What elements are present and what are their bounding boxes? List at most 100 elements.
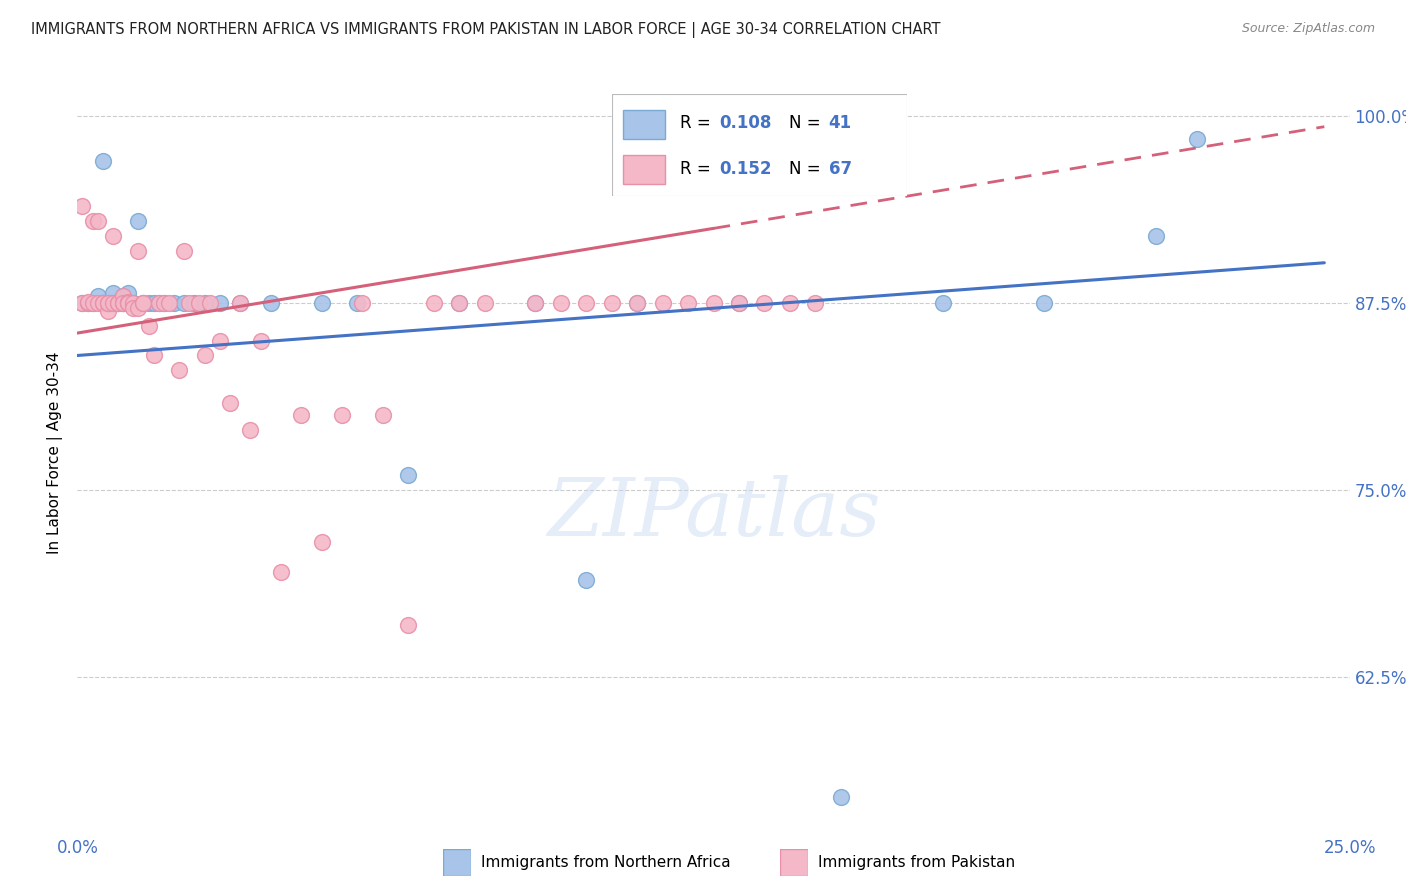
Point	[188, 296, 211, 310]
Point	[173, 296, 195, 310]
Point	[101, 285, 124, 300]
Text: R =: R =	[679, 160, 716, 178]
Bar	[623, 110, 665, 139]
Point	[112, 296, 135, 310]
Point	[311, 535, 333, 549]
Point	[122, 301, 145, 315]
Point	[346, 296, 368, 310]
Point	[107, 296, 129, 310]
Point	[72, 296, 94, 310]
Point	[183, 296, 205, 310]
Point	[148, 296, 170, 310]
Point	[804, 296, 827, 310]
Point	[449, 296, 471, 310]
Point	[290, 409, 312, 423]
Point	[117, 296, 139, 310]
Point	[626, 296, 648, 310]
Point	[371, 409, 394, 423]
Point	[107, 296, 129, 310]
Point	[117, 285, 139, 300]
Point	[157, 296, 180, 310]
Point	[396, 468, 419, 483]
Point	[82, 296, 104, 310]
Point	[167, 363, 190, 377]
Text: IMMIGRANTS FROM NORTHERN AFRICA VS IMMIGRANTS FROM PAKISTAN IN LABOR FORCE | AGE: IMMIGRANTS FROM NORTHERN AFRICA VS IMMIG…	[31, 22, 941, 38]
Point	[76, 296, 98, 310]
Point	[754, 296, 776, 310]
Point	[127, 301, 149, 315]
FancyBboxPatch shape	[612, 94, 907, 196]
Point	[550, 296, 572, 310]
Point	[208, 296, 231, 310]
Point	[311, 296, 333, 310]
Point	[72, 296, 94, 310]
Point	[270, 566, 292, 580]
Point	[229, 296, 252, 310]
Text: Source: ZipAtlas.com: Source: ZipAtlas.com	[1241, 22, 1375, 36]
Point	[1033, 296, 1056, 310]
Point	[194, 296, 217, 310]
Point	[249, 334, 271, 348]
Point	[112, 288, 135, 302]
Point	[97, 296, 120, 310]
Point	[524, 296, 547, 310]
Text: R =: R =	[679, 114, 716, 132]
Point	[117, 294, 139, 309]
Point	[112, 296, 135, 310]
Point	[82, 296, 104, 310]
Point	[575, 296, 598, 310]
Point	[219, 396, 242, 410]
Point	[179, 296, 201, 310]
Point	[138, 318, 160, 333]
Text: N =: N =	[789, 114, 825, 132]
Text: N =: N =	[789, 160, 825, 178]
Text: 0.152: 0.152	[720, 160, 772, 178]
Point	[449, 296, 471, 310]
Point	[396, 617, 419, 632]
Point	[127, 244, 149, 258]
Point	[86, 214, 108, 228]
Point	[142, 296, 165, 310]
Point	[728, 296, 751, 310]
Point	[127, 214, 149, 228]
Point	[82, 214, 104, 228]
Point	[931, 296, 953, 310]
Point	[117, 296, 139, 310]
Point	[148, 296, 170, 310]
Bar	[623, 155, 665, 184]
Point	[474, 296, 496, 310]
Point	[194, 349, 217, 363]
Point	[76, 294, 98, 309]
Point	[91, 154, 114, 169]
Point	[86, 288, 108, 302]
Point	[101, 228, 124, 243]
Point	[142, 349, 165, 363]
Point	[728, 296, 751, 310]
Point	[198, 296, 221, 310]
Text: Immigrants from Northern Africa: Immigrants from Northern Africa	[481, 855, 731, 870]
Point	[97, 296, 120, 310]
Point	[132, 296, 155, 310]
Point	[153, 296, 176, 310]
Point	[626, 296, 648, 310]
Point	[122, 296, 145, 310]
Point	[703, 296, 725, 310]
Point	[208, 334, 231, 348]
Point	[830, 789, 852, 804]
Point	[173, 244, 195, 258]
Point	[101, 296, 124, 310]
Point	[107, 296, 129, 310]
Point	[779, 296, 801, 310]
Point	[132, 296, 155, 310]
Point	[575, 573, 598, 587]
Point	[91, 296, 114, 310]
Point	[330, 409, 353, 423]
Point	[112, 296, 135, 310]
Text: ZIPatlas: ZIPatlas	[547, 475, 880, 552]
Point	[676, 296, 699, 310]
Point	[239, 423, 262, 437]
Point	[1185, 131, 1208, 145]
Point	[260, 296, 283, 310]
Point	[91, 296, 114, 310]
Point	[86, 296, 108, 310]
